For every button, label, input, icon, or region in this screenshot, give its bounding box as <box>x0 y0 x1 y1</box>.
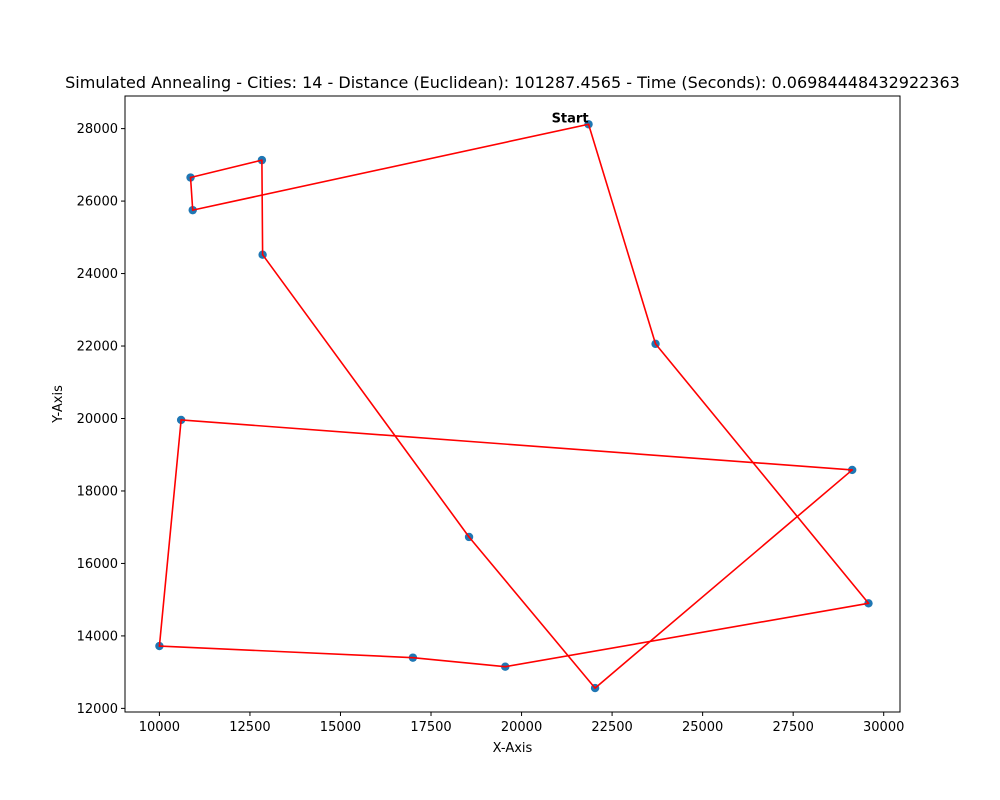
route-segment <box>654 343 870 605</box>
y-axis-ticks: 12000 14000 16000 18000 20000 22000 24000 26000… <box>77 122 125 717</box>
route-segment <box>594 469 853 689</box>
route-segment <box>261 253 470 538</box>
start-label: Start <box>552 111 589 126</box>
y-tick-label: 16000 <box>77 557 118 572</box>
y-tick-label: 24000 <box>77 267 118 282</box>
x-tick-label: 12500 <box>229 720 270 735</box>
route-segment <box>191 123 590 211</box>
route-segment <box>158 419 182 647</box>
route-segment <box>189 159 263 179</box>
route-segment <box>158 645 414 659</box>
route-segment <box>189 176 194 211</box>
route-segment <box>180 419 853 471</box>
route-segment <box>587 123 657 345</box>
y-tick-label: 18000 <box>77 484 118 499</box>
x-tick-label: 27500 <box>772 720 813 735</box>
y-tick-label: 28000 <box>77 122 118 137</box>
route-segment <box>504 602 870 668</box>
x-axis-label: X-Axis <box>493 741 533 756</box>
y-axis-label: Y-Axis <box>51 385 66 424</box>
x-axis-ticks: 10000 12500 15000 17500 20000 22500 25000 27500… <box>139 712 904 735</box>
chart-title: Simulated Annealing - Cities: 14 - Dista… <box>65 73 960 92</box>
x-tick-label: 22500 <box>591 720 632 735</box>
x-tick-label: 25000 <box>682 720 723 735</box>
y-tick-label: 14000 <box>77 629 118 644</box>
x-tick-label: 30000 <box>863 720 904 735</box>
x-tick-label: 15000 <box>320 720 361 735</box>
plot-area: Start <box>155 111 873 693</box>
route-segment <box>412 656 507 668</box>
x-tick-label: 10000 <box>139 720 180 735</box>
y-tick-label: 22000 <box>77 340 118 355</box>
x-tick-label: 20000 <box>501 720 542 735</box>
x-tick-label: 17500 <box>410 720 451 735</box>
plot-frame <box>124 95 901 713</box>
y-tick-label: 20000 <box>77 412 118 427</box>
y-tick-label: 26000 <box>77 195 118 210</box>
y-tick-label: 12000 <box>77 702 118 717</box>
route-segment <box>468 536 596 689</box>
route-segment <box>261 159 264 256</box>
